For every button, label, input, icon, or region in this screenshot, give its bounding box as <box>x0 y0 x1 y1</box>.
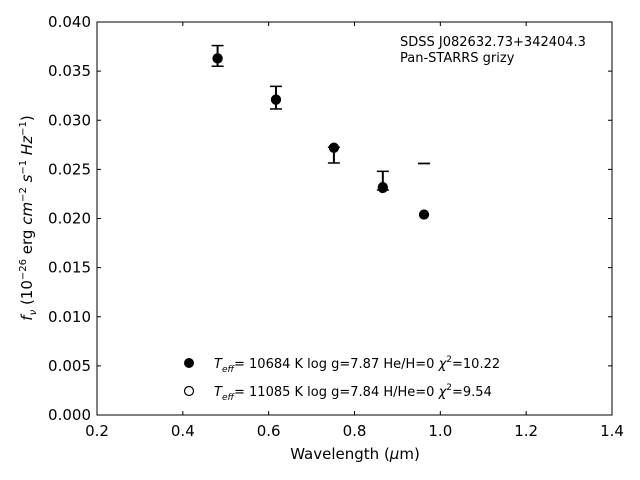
y-tick-label: 0.015 <box>48 259 91 277</box>
model-point-open <box>377 181 388 193</box>
x-tick-label: 1.4 <box>600 422 624 440</box>
legend: Teff= 10684 K log g=7.87 He/H=0 χ2=10.22… <box>183 355 500 403</box>
x-tick-label: 0.8 <box>343 422 367 440</box>
x-tick-label: 0.6 <box>257 422 281 440</box>
y-tick-label: 0.030 <box>48 111 91 129</box>
y-tick-label: 0.025 <box>48 160 91 178</box>
y-tick-label: 0.035 <box>48 62 91 80</box>
y-tick-label: 0.040 <box>48 13 91 31</box>
error-bars <box>211 44 431 191</box>
plot-frame <box>96 21 613 416</box>
legend-marker-filled <box>184 358 194 368</box>
x-tick-label: 1.0 <box>428 422 452 440</box>
model-point-open <box>328 142 339 153</box>
y-tick-label: 0.000 <box>48 406 91 424</box>
annotation-line-2: Pan-STARRS grizy <box>400 51 515 66</box>
x-tick-label: 0.4 <box>171 422 195 440</box>
y-tick-label: 0.010 <box>48 308 91 326</box>
annotation-line-1: SDSS J082632.73+342404.3 <box>400 35 586 50</box>
y-tick-label: 0.005 <box>48 357 91 375</box>
model-point-open <box>212 53 223 64</box>
axis-ticks: 0.2 0.4 0.6 0.8 1.0 1.2 1.4 0.000 0.005 0.010 0.01… <box>48 13 624 440</box>
model-point-open <box>418 209 430 220</box>
y-axis-label: fν (10−26 erg cm−2 s−1 Hz−1) <box>18 115 39 320</box>
x-tick-label: 1.2 <box>514 422 538 440</box>
y-tick-label: 0.020 <box>48 210 91 228</box>
legend-entry-open: Teff= 11085 K log g=7.84 H/He=0 χ2=9.54 <box>214 383 492 403</box>
data-points <box>212 53 430 220</box>
x-axis-label: Wavelength (μm) <box>290 445 420 463</box>
x-tick-label: 0.2 <box>85 422 109 440</box>
legend-marker-open <box>183 385 195 397</box>
model-point-open <box>270 94 282 105</box>
legend-entry-filled: Teff= 10684 K log g=7.87 He/H=0 χ2=10.22 <box>214 355 500 375</box>
